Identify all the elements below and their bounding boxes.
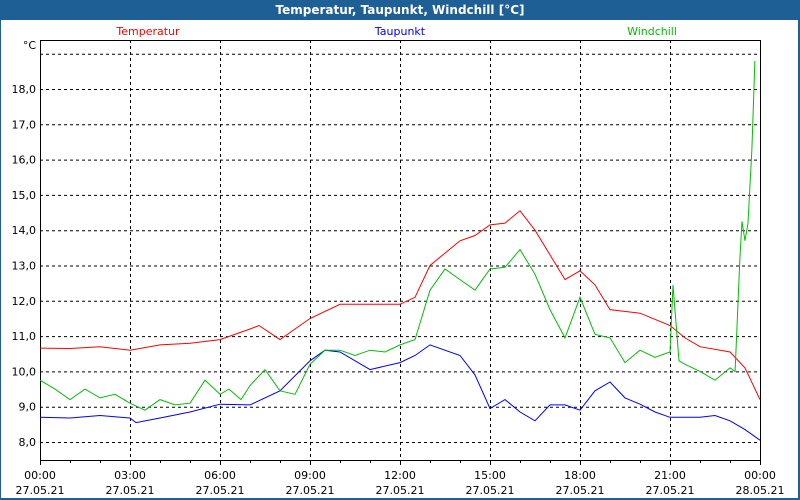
axes: [40, 40, 761, 465]
grid: [40, 40, 760, 460]
y-tick-label: 10,0: [12, 365, 37, 378]
x-tick-date: 28.05.21: [736, 484, 785, 497]
y-tick-label: 13,0: [12, 260, 37, 273]
series-line-temperatur: [39, 210, 761, 400]
y-tick-label: 8,0: [19, 436, 37, 449]
x-tick-time: 21:00: [654, 469, 686, 482]
x-tick-time: 15:00: [474, 469, 506, 482]
x-tick-date: 27.05.21: [16, 484, 65, 497]
y-tick-label: 12,0: [12, 295, 37, 308]
legend-taupunkt: Taupunkt: [374, 25, 426, 38]
y-tick-label: 9,0: [19, 401, 37, 414]
x-tick-date: 27.05.21: [556, 484, 605, 497]
y-tick-label: 14,0: [12, 224, 37, 237]
window-title: Temperatur, Taupunkt, Windchill [°C]: [275, 3, 525, 17]
x-tick-time: 18:00: [564, 469, 596, 482]
x-tick-date: 27.05.21: [646, 484, 695, 497]
x-tick-date: 27.05.21: [106, 484, 155, 497]
x-tick-time: 00:00: [744, 469, 776, 482]
x-tick-time: 03:00: [114, 469, 146, 482]
x-tick-time: 00:00: [24, 469, 56, 482]
x-tick-time: 09:00: [294, 469, 326, 482]
x-tick-date: 27.05.21: [466, 484, 515, 497]
x-tick-date: 27.05.21: [376, 484, 425, 497]
x-tick-time: 06:00: [204, 469, 236, 482]
legend-windchill: Windchill: [627, 25, 677, 38]
y-tick-label: 17,0: [12, 118, 37, 131]
y-tick-label: 15,0: [12, 189, 37, 202]
x-tick-date: 27.05.21: [196, 484, 245, 497]
legend-temperatur: Temperatur: [115, 25, 180, 38]
x-tick-time: 12:00: [384, 469, 416, 482]
x-tick-date: 27.05.21: [286, 484, 335, 497]
series-lines: [39, 60, 761, 441]
labels: 8,0 9,0 10,0 11,0 12,0 13,0 14,0 15,0 16,0 17,0 18…: [12, 25, 785, 497]
y-axis-unit: °C: [23, 39, 37, 52]
y-tick-label: 18,0: [12, 83, 37, 96]
series-line-taupunkt: [39, 344, 761, 441]
chart-panel: [1, 20, 798, 498]
y-tick-label: 16,0: [12, 154, 37, 167]
y-tick-label: 11,0: [12, 330, 37, 343]
series-line-windchill: [39, 60, 756, 411]
